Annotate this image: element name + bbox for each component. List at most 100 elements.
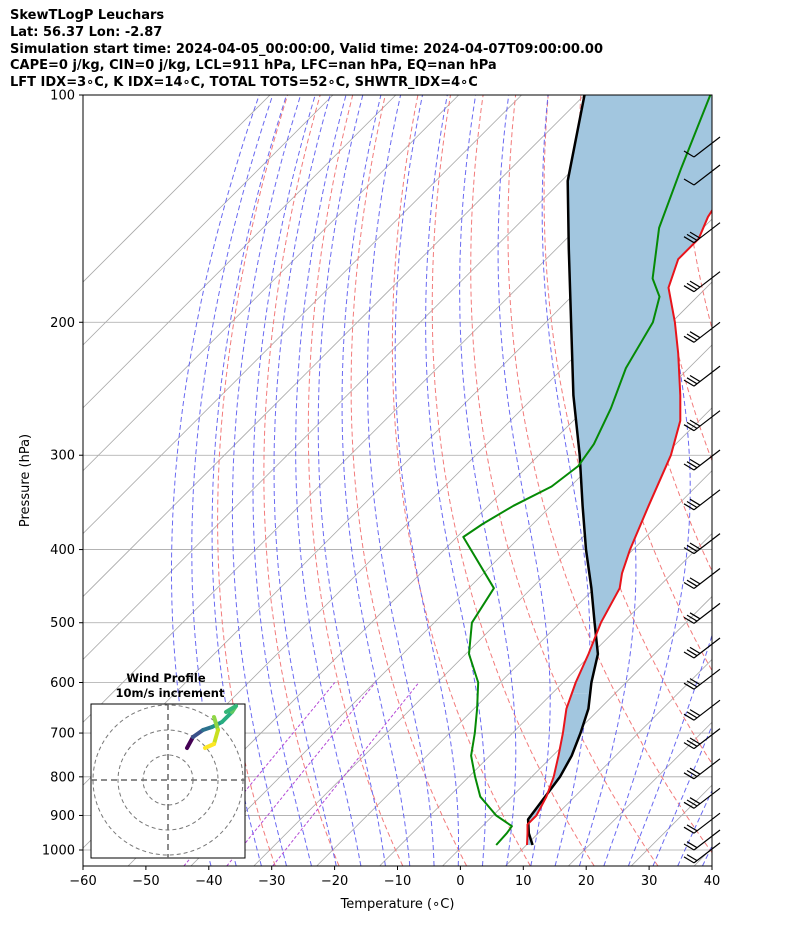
y-tick-label: 1000: [42, 844, 75, 859]
isotherm-line: [505, 658, 712, 866]
wind-barb: [683, 164, 721, 186]
moist-adiabat-line: [171, 95, 260, 866]
y-tick-label: 100: [50, 89, 75, 104]
barb-feather: [689, 458, 701, 466]
wind-barb: [683, 271, 721, 293]
y-tick-label: 900: [50, 809, 75, 824]
moist-adiabat-line: [425, 95, 486, 866]
barb-feather: [686, 769, 698, 778]
barb-staff: [693, 842, 721, 864]
y-tick-label: 300: [50, 449, 75, 464]
barb-staff: [693, 758, 721, 780]
x-tick-label: 0: [456, 874, 464, 889]
mixing-ratio-line: [226, 682, 376, 866]
dry-adiabat-line: [263, 95, 340, 866]
wind-barb: [683, 321, 721, 343]
barb-feather: [683, 856, 695, 864]
barb-staff: [693, 668, 721, 690]
barb-staff: [693, 136, 721, 158]
x-tick-label: 10: [515, 874, 532, 889]
location-label: Lat: 56.37 Lon: -2.87: [10, 24, 163, 40]
barb-feather: [683, 843, 695, 851]
barb-staff: [693, 410, 721, 432]
chart-title: SkewTLogP Leuchars: [10, 8, 165, 23]
barb-feather: [683, 150, 695, 158]
barb-feather: [686, 824, 698, 832]
wind-barb: [683, 568, 721, 590]
barb-feather: [686, 461, 698, 469]
wind-barb: [683, 449, 721, 471]
dry-adiabat-line: [217, 95, 289, 866]
barb-feather: [689, 678, 701, 686]
barb-feather: [689, 612, 701, 620]
barb-feather: [683, 742, 695, 750]
barb-feather: [683, 581, 695, 590]
barb-staff: [693, 602, 721, 624]
wind-barb: [683, 842, 721, 864]
barb-staff: [693, 787, 721, 809]
isotherm-line: [379, 533, 712, 866]
moist-adiabat-line: [459, 95, 517, 866]
data-layer: [462, 95, 712, 846]
dry-adiabat-line: [543, 95, 712, 765]
barb-feather: [686, 377, 698, 385]
wind-barb: [683, 758, 721, 780]
barb-staff: [693, 222, 721, 244]
wind-barb: [683, 699, 721, 721]
moist-adiabat-line: [211, 95, 287, 866]
isotherm-line: [83, 95, 585, 598]
barb-feather: [689, 797, 701, 805]
chart-title-block: SkewTLogP Leuchars Lat: 56.37 Lon: -2.87…: [10, 8, 603, 92]
barb-feather: [686, 854, 698, 862]
hodograph-segment: [191, 728, 205, 739]
inset-title: Wind Profile: [126, 671, 206, 685]
isotherm-line: [190, 344, 712, 866]
wind-barb: [683, 812, 721, 834]
barb-staff: [693, 699, 721, 721]
barb-feather: [686, 233, 698, 241]
barb-feather: [689, 331, 701, 339]
parameters-label: CAPE=0 j/kg, CIN=0 j/kg, LCL=911 hPa, LF…: [10, 58, 497, 74]
moist-adiabat-line: [273, 95, 337, 866]
moist-adiabat-line: [191, 95, 274, 866]
moist-adiabat-line: [702, 844, 712, 866]
wind-barb: [683, 489, 721, 511]
hodograph-segment: [212, 728, 220, 746]
isotherm-line: [757, 95, 794, 866]
wind-barb: [683, 668, 721, 690]
dry-adiabat-line: [744, 95, 794, 866]
wind-barb: [683, 222, 721, 244]
barb-staff: [693, 812, 721, 834]
wind-barb: [683, 602, 721, 624]
isotherm-line: [83, 95, 334, 346]
cape-shaded-area: [527, 693, 591, 845]
y-axis-label: Pressure (hPa): [18, 434, 33, 527]
barb-feather: [683, 713, 695, 721]
wind-barbs: [683, 136, 721, 864]
barb-feather: [689, 737, 701, 745]
barb-staff: [693, 449, 721, 471]
barb-staff: [693, 271, 721, 293]
barb-feather: [689, 767, 701, 775]
moist-adiabat-line: [677, 789, 712, 866]
barb-feather: [686, 421, 698, 429]
wind-barb: [683, 365, 721, 387]
hodograph-segment: [224, 704, 238, 714]
moist-adiabat-line: [231, 95, 302, 866]
cin-shaded-area: [567, 95, 712, 694]
barb-feather: [683, 424, 695, 432]
barb-feather: [683, 236, 695, 244]
barb-feather: [683, 463, 695, 471]
y-tick-label: 700: [50, 727, 75, 742]
barb-staff: [693, 533, 721, 555]
isotherm-line: [253, 407, 712, 866]
barb-feather: [689, 709, 701, 717]
isotherm-line: [83, 95, 397, 409]
barb-feather: [686, 799, 698, 807]
barb-feather: [683, 503, 695, 511]
inset-content: [91, 704, 245, 858]
dry-adiabat-line: [431, 95, 595, 866]
barb-feather: [686, 282, 698, 290]
moist-adiabat-line: [341, 95, 411, 866]
